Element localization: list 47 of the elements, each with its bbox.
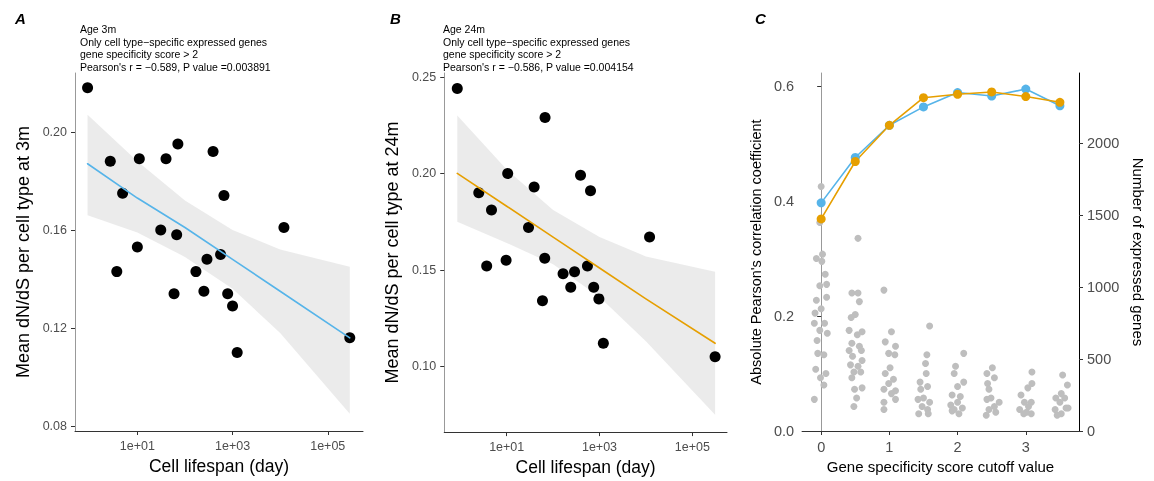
y-tick-label: 0.0 bbox=[773, 423, 795, 439]
y-tick-label: 0.6 bbox=[773, 78, 795, 95]
y-tick-label: 0.10 bbox=[411, 359, 437, 374]
y-tick-label: 0.08 bbox=[42, 419, 68, 434]
y-tick-label: 0.20 bbox=[411, 166, 437, 181]
x-tick-label: 1e+03 bbox=[215, 438, 251, 453]
y-tick-label: 0.4 bbox=[773, 193, 795, 210]
y2-axis-title: Number of expressed genes bbox=[1130, 157, 1147, 347]
x-axis-title: Cell lifespan (day) bbox=[148, 455, 290, 476]
x-tick-label: 0 bbox=[817, 438, 826, 455]
x-tick-label: 3 bbox=[1021, 438, 1030, 455]
x-tick-label: 1e+01 bbox=[489, 439, 525, 454]
y-tick-label: 0.25 bbox=[411, 69, 437, 84]
y-axis-title: Mean dN/dS per cell type at 3m bbox=[12, 125, 33, 379]
y2-tick-label: 2000 bbox=[1087, 135, 1120, 152]
x-tick-label: 1e+05 bbox=[310, 438, 346, 453]
y-tick-label: 0.16 bbox=[42, 222, 68, 237]
y2-tick-label: 1000 bbox=[1087, 279, 1120, 296]
y2-tick-label: 0 bbox=[1087, 423, 1096, 439]
point bbox=[1021, 92, 1031, 102]
x-tick-label: 1 bbox=[885, 438, 894, 455]
point bbox=[1055, 97, 1065, 107]
point bbox=[918, 102, 928, 112]
point bbox=[918, 93, 928, 103]
chart-title: B bbox=[390, 10, 401, 27]
x-tick-label: 1e+05 bbox=[674, 439, 710, 454]
point bbox=[816, 198, 826, 208]
point bbox=[816, 214, 826, 224]
y-axis-title: Absolute Pearson's correlation coefficient bbox=[747, 119, 764, 385]
chart-title: C bbox=[755, 10, 767, 27]
x-axis-title: Gene specificity score cutoff value bbox=[826, 457, 1055, 475]
y-axis-title: Mean dN/dS per cell type at 24m bbox=[382, 121, 402, 384]
x-axis-title: Cell lifespan (day) bbox=[515, 457, 656, 477]
chart-subtitle: Age 3m Only cell type−specific expressed genes gene specificity score > 2 Pearson's r = −0.589, P value =0.003891 bbox=[80, 23, 271, 73]
y-tick-label: 0.20 bbox=[42, 124, 68, 139]
y2-tick-label: 500 bbox=[1087, 351, 1112, 368]
y-tick-label: 0.15 bbox=[411, 262, 437, 277]
point bbox=[850, 157, 860, 166]
y-tick-label: 0.12 bbox=[42, 321, 68, 336]
x-tick-label: 1e+03 bbox=[581, 439, 618, 454]
y-tick-label: 0.2 bbox=[773, 308, 795, 325]
x-tick-label: 2 bbox=[953, 438, 962, 455]
y2-tick-label: 1500 bbox=[1087, 207, 1120, 224]
chart-title: A bbox=[14, 10, 26, 27]
chart-subtitle: Age 24m Only cell type−specific expressed genes gene specificity score > 2 Pearson's r = −0.586, P value =0.004154 bbox=[443, 23, 634, 73]
x-tick-label: 1e+01 bbox=[119, 438, 155, 453]
point bbox=[987, 87, 997, 97]
